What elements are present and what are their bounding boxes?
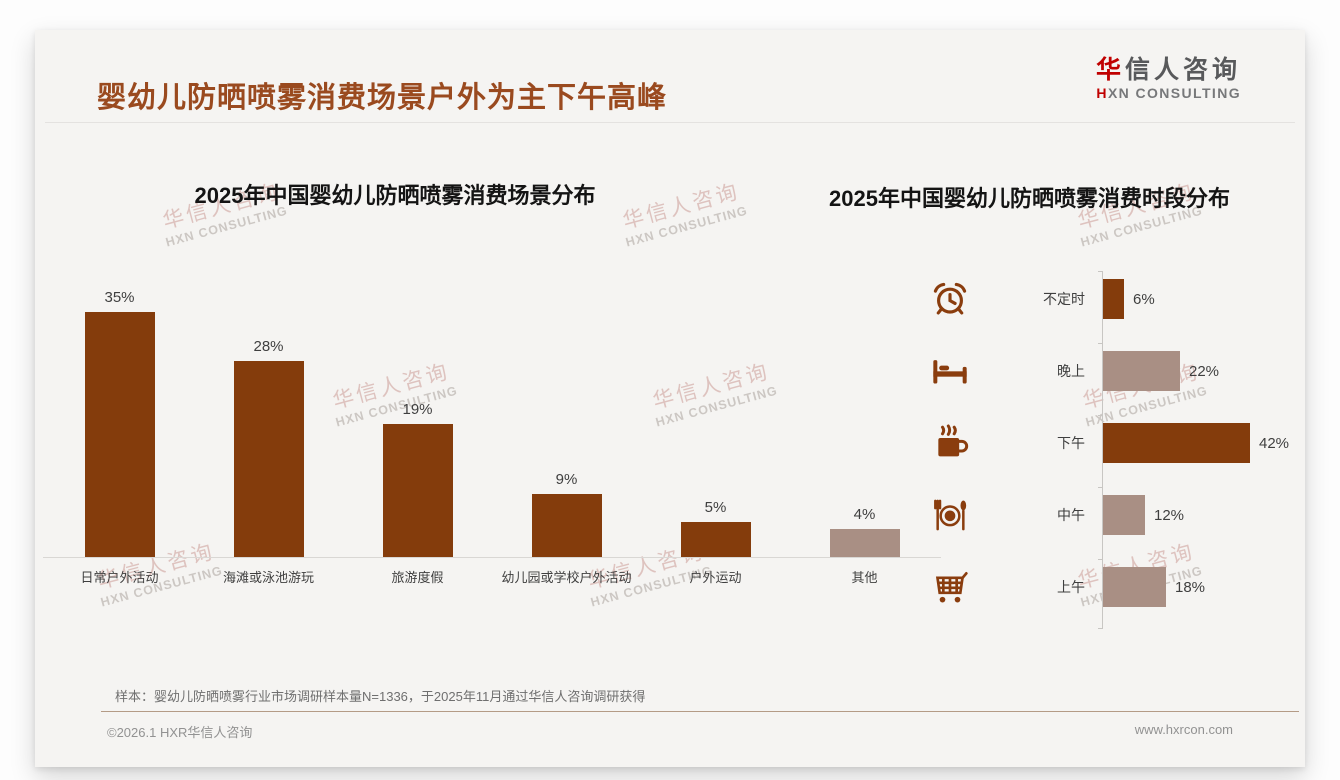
- website-text: www.hxrcon.com: [1134, 722, 1233, 737]
- bar-slot: 5%: [641, 265, 790, 557]
- footer-divider: [101, 711, 1299, 712]
- row-value-label: 22%: [1189, 362, 1220, 380]
- bar: [680, 522, 751, 557]
- row-value-label: 12%: [1154, 506, 1185, 524]
- bar-slot: 4%: [790, 265, 939, 557]
- logo-english-name: HXN CONSULTING: [1096, 84, 1241, 101]
- bar: [1103, 351, 1180, 391]
- chart-row: 不定时 6%: [910, 263, 1302, 335]
- row-value-label: 18%: [1175, 578, 1206, 596]
- row-category-label: 中午: [1057, 507, 1085, 523]
- coffee-icon: [910, 423, 990, 463]
- bar: [531, 494, 602, 557]
- bar-category-label: 海滩或泳池游玩: [222, 570, 314, 585]
- logo-chinese-name: 华信人咨询: [1095, 56, 1241, 84]
- right-chart-title: 2025年中国婴幼儿防晒喷雾消费时段分布: [829, 186, 1230, 211]
- bar-slot: 9%: [492, 265, 641, 557]
- row-category-label: 下午: [1057, 435, 1085, 451]
- bar: [382, 424, 453, 557]
- axis-tick: [1098, 343, 1102, 344]
- bar-value-label: 28%: [253, 338, 284, 355]
- bar: [829, 529, 900, 557]
- bar-value-label: 5%: [704, 499, 727, 516]
- header-divider: [45, 122, 1295, 123]
- bar-category-label: 户外运动: [689, 570, 742, 585]
- bar: [1103, 423, 1250, 463]
- time-bar-chart: 不定时 6% 晚上 22% 下午 42% 中午 12% 上午 18%: [910, 263, 1302, 623]
- chart-row: 中午 12%: [910, 479, 1302, 551]
- bar: [1103, 495, 1145, 535]
- bar-slot: 35%: [45, 265, 194, 557]
- shopping-cart-icon: [910, 567, 990, 607]
- bar-slot: 28%: [194, 265, 343, 557]
- bar-slot: 19%: [343, 265, 492, 557]
- sample-footnote: 样本：婴幼儿防晒喷雾行业市场调研样本量N=1336，于2025年11月通过华信人…: [115, 689, 646, 704]
- row-category-label: 晚上: [1057, 363, 1085, 379]
- slide-card: 婴幼儿防晒喷雾消费场景户外为主下午高峰 华信人咨询 HXN CONSULTING…: [35, 30, 1305, 767]
- row-value-label: 6%: [1133, 290, 1155, 308]
- watermark-en: HXN CONSULTING: [624, 203, 750, 250]
- scene-chart-baseline: [43, 557, 941, 558]
- bar-value-label: 19%: [402, 401, 433, 418]
- dining-icon: [910, 495, 990, 535]
- bar-category-label: 其他: [851, 570, 878, 585]
- row-value-label: 42%: [1259, 434, 1290, 452]
- bar: [84, 312, 155, 557]
- scene-chart-categories: 日常户外活动 海滩或泳池游玩 旅游度假 幼儿园或学校户外活动 户外运动 其他: [45, 567, 939, 586]
- bar-category-label: 日常户外活动: [80, 570, 159, 585]
- bar: [1103, 567, 1166, 607]
- watermark-en: HXN CONSULTING: [164, 203, 290, 250]
- scene-bar-chart: 35% 28% 19% 9% 5% 4%: [45, 265, 939, 557]
- bar: [1103, 279, 1124, 319]
- row-category-label: 上午: [1057, 579, 1085, 595]
- bed-icon: [910, 351, 990, 391]
- page-title: 婴幼儿防晒喷雾消费场景户外为主下午高峰: [97, 82, 668, 114]
- bar-value-label: 9%: [555, 471, 578, 488]
- alarm-clock-icon: [910, 280, 990, 318]
- footer: ©2026.1 HXR华信人咨询 www.hxrcon.com: [107, 722, 1233, 741]
- chart-row: 下午 42%: [910, 407, 1302, 479]
- copyright-text: ©2026.1 HXR华信人咨询: [107, 725, 253, 740]
- row-category-label: 不定时: [1043, 291, 1085, 307]
- bar-category-label: 旅游度假: [391, 570, 444, 585]
- bar: [233, 361, 304, 557]
- axis-tick: [1098, 271, 1102, 272]
- axis-tick: [1098, 487, 1102, 488]
- bar-value-label: 4%: [853, 506, 876, 523]
- axis-tick: [1098, 559, 1102, 560]
- time-chart-axis: [1102, 271, 1103, 629]
- axis-tick: [1098, 415, 1102, 416]
- bar-value-label: 35%: [104, 289, 135, 306]
- company-logo: 华信人咨询 HXN CONSULTING: [1096, 56, 1241, 101]
- chart-row: 晚上 22%: [910, 335, 1302, 407]
- chart-row: 上午 18%: [910, 551, 1302, 623]
- axis-tick: [1098, 628, 1102, 629]
- bar-category-label: 幼儿园或学校户外活动: [501, 570, 632, 585]
- left-chart-title: 2025年中国婴幼儿防晒喷雾消费场景分布: [194, 183, 596, 208]
